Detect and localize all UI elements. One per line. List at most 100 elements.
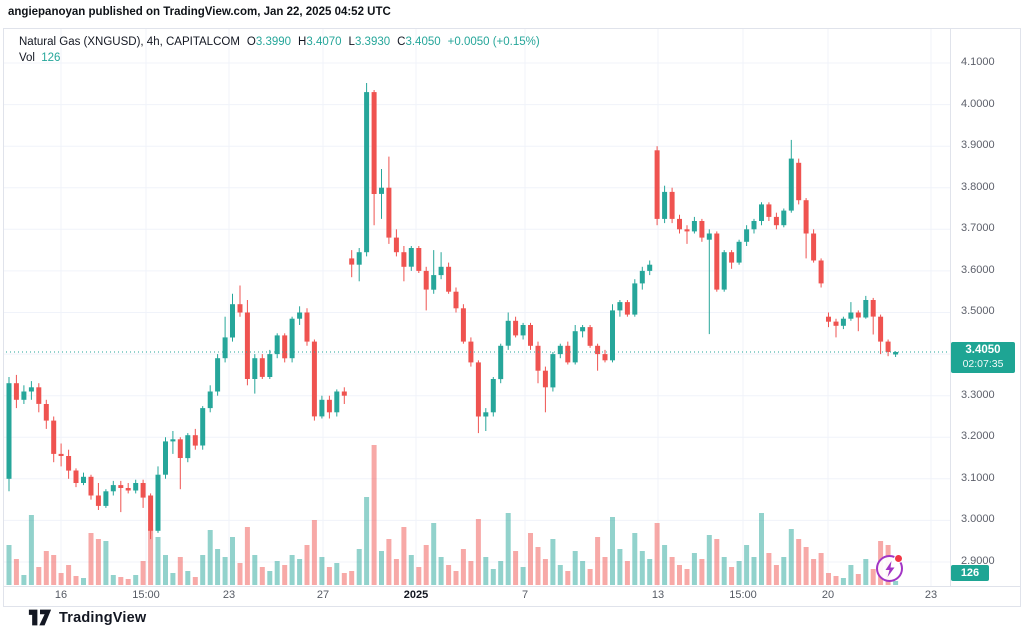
volume-bar <box>595 537 601 585</box>
current-price-value: 3.4050 <box>965 344 1001 356</box>
price-tick-label: 3.2000 <box>961 430 995 442</box>
candle-body <box>826 316 831 322</box>
volume-bar <box>103 541 109 585</box>
volume-bar <box>639 551 645 585</box>
volume-bar <box>513 551 519 585</box>
volume-bar <box>252 555 258 585</box>
candle-body <box>215 358 221 392</box>
candle-body <box>304 312 310 342</box>
volume-bar <box>572 551 578 585</box>
change-value: +0.0050 (+0.15%) <box>447 36 540 48</box>
candle-body <box>185 435 191 459</box>
tradingview-logo-icon <box>28 609 52 626</box>
candle-body <box>401 252 407 267</box>
volume-bar <box>304 545 310 585</box>
candle-body <box>379 187 384 194</box>
price-tick-label: 3.3000 <box>961 389 995 401</box>
candle-body <box>133 483 139 491</box>
volume-bar <box>855 574 861 585</box>
candle-body <box>483 412 489 417</box>
volume-bar <box>669 557 675 585</box>
volume-bar <box>341 573 347 585</box>
price-tick-label: 4.0000 <box>961 98 995 110</box>
volume-bar <box>155 537 161 585</box>
candle-body <box>21 391 27 400</box>
candle-body <box>803 200 809 234</box>
volume-bar <box>431 523 437 585</box>
volume-bar <box>453 571 459 585</box>
symbol-title[interactable]: Natural Gas (XNGUSD), 4h, CAPITALCOM <box>19 36 240 48</box>
volume-bar <box>624 561 630 585</box>
volume-bar <box>438 557 444 585</box>
tradingview-watermark[interactable]: TradingView <box>28 609 146 626</box>
candle-body <box>744 229 750 242</box>
price-tick-label: 3.6000 <box>961 264 995 276</box>
candle-body <box>222 337 228 359</box>
candle-body <box>453 291 459 309</box>
volume-bar <box>334 563 340 585</box>
volume-bar <box>81 578 86 585</box>
volume-bar <box>706 535 712 585</box>
volume-bar <box>51 555 57 585</box>
volume-bar <box>319 557 325 585</box>
notification-dot <box>894 554 903 563</box>
candle-body <box>423 270 429 290</box>
candle-body <box>349 258 355 265</box>
volume-bar <box>550 539 556 585</box>
candle-body <box>766 204 772 217</box>
volume-bar <box>371 445 377 585</box>
volume-bar <box>297 559 303 585</box>
candle-body <box>811 233 817 261</box>
volume-bar <box>557 565 563 585</box>
volume-bar <box>401 527 407 585</box>
candle-body <box>326 399 332 413</box>
candle-body <box>36 387 42 404</box>
bar-countdown: 02:07:35 <box>962 358 1004 370</box>
candle-body <box>297 312 303 319</box>
candle-body <box>393 237 399 253</box>
candle-body <box>788 158 794 211</box>
volume-bar <box>677 565 682 585</box>
volume-bar <box>408 555 414 585</box>
chart-widget[interactable]: Natural Gas (XNGUSD), 4h, CAPITALCOM O 3.3… <box>3 28 1021 607</box>
volume-bar <box>565 571 571 585</box>
candle-body <box>475 362 481 417</box>
candle-body <box>662 191 668 219</box>
candle-body <box>848 312 854 319</box>
volume-bar <box>766 553 772 585</box>
candle-body <box>28 387 34 392</box>
volume-bar <box>446 565 452 585</box>
volume-bar <box>483 557 489 585</box>
candle-body <box>163 441 168 475</box>
candle-body <box>714 233 720 290</box>
volume-bar <box>602 557 608 585</box>
candle-body <box>110 485 116 492</box>
volume-bar <box>699 559 705 585</box>
volume-bar <box>215 549 221 585</box>
candle-body <box>751 221 757 230</box>
volume-bar <box>289 555 295 585</box>
candle-body <box>319 399 325 417</box>
volume-bar <box>826 573 831 585</box>
volume-bar <box>393 559 399 585</box>
candle-body <box>647 264 653 271</box>
volume-bar <box>267 571 273 585</box>
volume-bar <box>729 567 735 585</box>
volume-bar <box>610 517 615 585</box>
candlestick-chart[interactable] <box>4 29 1020 606</box>
candle-body <box>572 331 578 363</box>
candle-body <box>893 352 899 355</box>
candle-body <box>140 483 146 498</box>
flash-boost-icon[interactable] <box>876 554 903 582</box>
candle-body <box>617 302 623 311</box>
candle-body <box>73 470 79 483</box>
candle-body <box>520 325 526 336</box>
open-label: O <box>246 36 256 48</box>
candle-body <box>95 495 101 506</box>
volume-bar <box>88 533 94 585</box>
volume-bar <box>714 539 720 585</box>
close-label: C <box>397 36 406 48</box>
volume-bar <box>788 529 794 585</box>
candle-body <box>490 379 496 413</box>
candle-body <box>587 327 593 346</box>
